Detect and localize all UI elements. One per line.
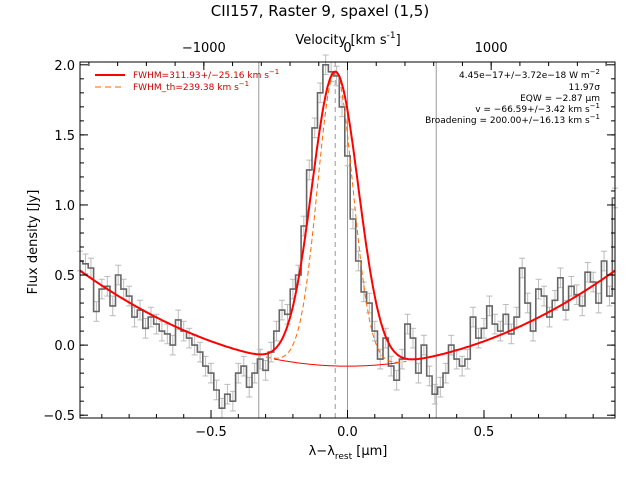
y-tick-label: −0.5 bbox=[43, 409, 75, 424]
top-axis-label: Velocity [km s-1] bbox=[295, 31, 400, 48]
y-tick-label: 0.0 bbox=[54, 339, 75, 354]
top-tick-label: 1000 bbox=[475, 41, 508, 56]
annotation-velocity: v = −66.59+/−3.42 km s−1 bbox=[475, 102, 600, 115]
y-tick-label: 2.0 bbox=[54, 59, 75, 74]
spectrum-histogram bbox=[80, 64, 615, 409]
y-axis-label: Flux density [Jy] bbox=[26, 190, 41, 295]
y-tick-label: 1.0 bbox=[54, 199, 75, 214]
y-tick-label: 0.5 bbox=[54, 269, 75, 284]
top-tick-label: −1000 bbox=[182, 41, 226, 56]
legend-thermal-label: FWHM_th=239.38 km s−1 bbox=[133, 80, 249, 93]
x-tick-label: −0.5 bbox=[195, 425, 227, 440]
annotation-broadening: Broadening = 200.00+/−16.13 km s−1 bbox=[425, 113, 600, 126]
continuum-baseline bbox=[273, 358, 399, 367]
annotation-flux: 4.45e−17+/−3.72e−18 W m−2 bbox=[459, 68, 600, 81]
y-tick-label: 1.5 bbox=[54, 129, 75, 144]
annotation-sigma: 11.97σ bbox=[569, 83, 601, 93]
legend: FWHM=311.93+/−25.16 km s−1 FWHM_th=239.3… bbox=[95, 68, 279, 93]
fit-line bbox=[79, 70, 616, 361]
x-tick-label: 0.0 bbox=[337, 425, 358, 440]
legend-fit-label: FWHM=311.93+/−25.16 km s−1 bbox=[133, 68, 279, 81]
chart-title: CII157, Raster 9, spaxel (1,5) bbox=[211, 2, 429, 20]
annotation-eqw: EQW = −2.87 μm bbox=[520, 94, 600, 104]
top-tick-label: 0 bbox=[343, 41, 351, 56]
x-tick-label: 0.5 bbox=[474, 425, 495, 440]
fit-annotations: 4.45e−17+/−3.72e−18 W m−2 11.97σ EQW = −… bbox=[425, 68, 600, 126]
x-axis-label: λ−λrest [μm] bbox=[309, 444, 388, 462]
